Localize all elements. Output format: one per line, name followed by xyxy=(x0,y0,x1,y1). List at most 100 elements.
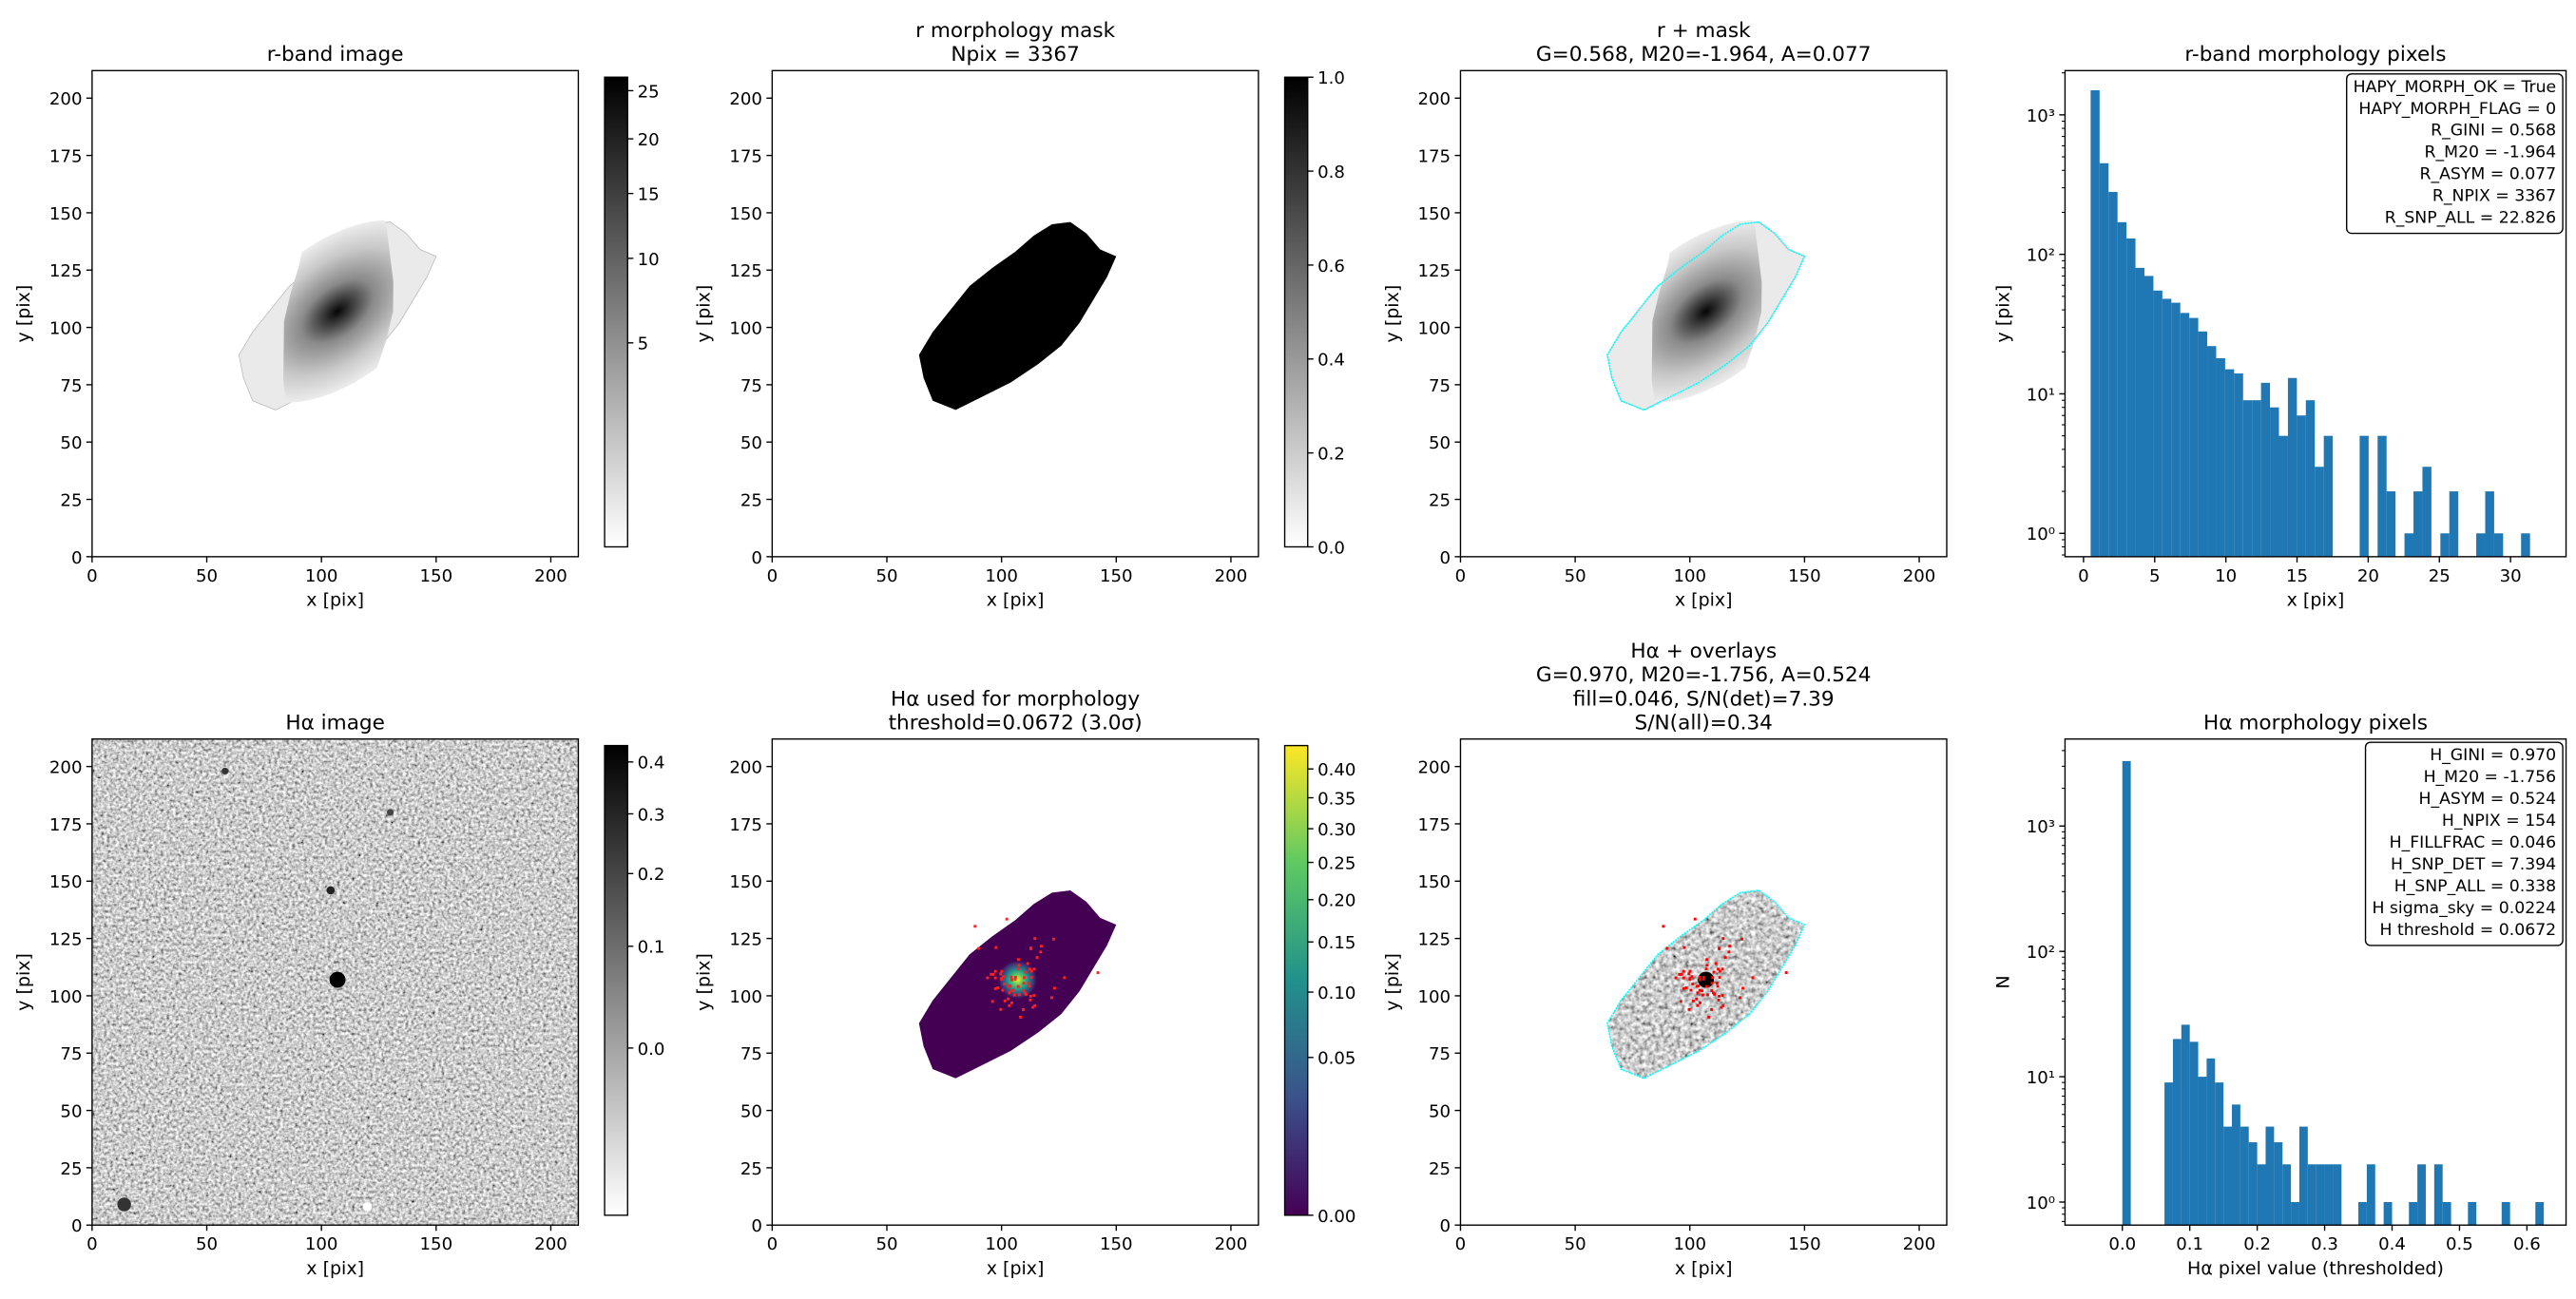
hist-bar xyxy=(2323,435,2334,557)
detection-pixel xyxy=(1710,982,1714,985)
axes-frame xyxy=(771,69,1259,558)
detection-pixel xyxy=(1713,992,1717,996)
y-tick-label: 200 xyxy=(1417,758,1451,778)
hist-bar xyxy=(2440,533,2450,557)
hist-bar xyxy=(2126,238,2136,557)
y-axis-label: y [pix] xyxy=(1382,285,1403,343)
plot-area xyxy=(2122,760,2545,1226)
detection-pixel xyxy=(1032,967,1036,971)
y-axis-label: y [pix] xyxy=(1993,285,2014,343)
colorbar-tick-label: 5 xyxy=(638,334,649,354)
chart-title: G=0.568, M20=-1.964, A=0.077 xyxy=(1536,43,1872,67)
detection-pixel xyxy=(1701,989,1704,993)
hist-bar xyxy=(2307,1164,2316,1226)
detection-pixel xyxy=(1017,958,1020,962)
y-tick-label: 125 xyxy=(1417,930,1451,950)
detection-pixel xyxy=(1682,969,1685,973)
annotation-line: H_ASYM = 0.524 xyxy=(2418,790,2556,809)
hist-bar xyxy=(2108,192,2118,557)
y-tick-label: 50 xyxy=(1429,433,1451,453)
annotation-line: HAPY_MORPH_FLAG = 0 xyxy=(2358,100,2556,119)
annotation-line: H_SNP_ALL = 0.338 xyxy=(2394,877,2556,896)
colorbar-tick-label: 0.20 xyxy=(1317,891,1355,911)
detection-pixel xyxy=(1033,1003,1037,1007)
x-tick-label: 10 xyxy=(2215,566,2237,586)
detection-pixel xyxy=(1039,950,1043,954)
detection-pixel xyxy=(1687,1007,1691,1011)
detection-pixel xyxy=(1690,975,1694,979)
x-tick-label: 15 xyxy=(2286,566,2308,586)
y-tick-label: 200 xyxy=(49,758,83,778)
annotation-line: H_NPIX = 154 xyxy=(2442,812,2556,831)
detection-pixel xyxy=(986,976,990,980)
detection-pixel xyxy=(973,925,977,928)
y-tick-label: 150 xyxy=(1417,204,1451,224)
detection-pixel xyxy=(1028,998,1032,1002)
detection-pixel xyxy=(1009,1001,1013,1004)
hist-bar xyxy=(2143,276,2154,557)
hist-bar xyxy=(2164,1082,2173,1226)
y-tick-label: 10⁰ xyxy=(2027,1194,2055,1213)
detection-pixel xyxy=(991,972,995,976)
colorbar-tick-label: 0.0 xyxy=(1317,538,1345,558)
detection-pixel xyxy=(1682,946,1686,949)
hist-bar xyxy=(2181,1024,2190,1226)
y-tick-label: 175 xyxy=(729,147,762,167)
axes-frame xyxy=(1459,69,1948,558)
y-tick-label: 150 xyxy=(49,204,83,224)
detection-pixel xyxy=(1689,988,1693,992)
x-tick-label: 20 xyxy=(2357,566,2379,586)
detection-pixel xyxy=(1009,988,1013,992)
source xyxy=(362,1202,373,1212)
detection-pixel xyxy=(1028,984,1031,988)
colorbar-tick-label: 0.0 xyxy=(638,1040,665,1060)
x-tick-label: 150 xyxy=(420,1234,453,1254)
x-tick-label: 50 xyxy=(1565,1234,1586,1254)
detection-pixel xyxy=(1710,989,1714,992)
x-tick-label: 25 xyxy=(2429,566,2451,586)
detection-pixel xyxy=(1707,1015,1711,1019)
x-tick-label: 0 xyxy=(1455,566,1467,586)
detection-pixel xyxy=(990,1000,994,1003)
detection-pixel xyxy=(1016,967,1020,971)
hist-bar xyxy=(2274,1142,2283,1226)
plot-area xyxy=(918,889,1117,1079)
y-axis-label: y [pix] xyxy=(1382,953,1403,1011)
hist-bar xyxy=(2287,377,2297,557)
detection-pixel xyxy=(993,969,997,973)
colorbar xyxy=(1283,744,1309,1216)
detection-pixel xyxy=(1029,976,1033,980)
hist-bar xyxy=(2198,331,2208,557)
colorbar-tick-label: 0.8 xyxy=(1317,162,1345,182)
hist-bar xyxy=(2493,533,2504,557)
detection-pixel xyxy=(1016,984,1020,988)
hist-bar xyxy=(2282,1164,2292,1226)
axes-frame xyxy=(2064,69,2567,558)
detection-pixel xyxy=(993,986,997,990)
image-data xyxy=(234,220,441,439)
hist-bar xyxy=(2189,1041,2199,1226)
chart-title: r morphology mask xyxy=(915,19,1116,43)
detection-pixel xyxy=(1029,946,1032,950)
detection-pixel xyxy=(990,972,993,976)
detection-pixel xyxy=(1678,972,1682,976)
colorbar-tick-label: 20 xyxy=(638,130,660,150)
image-data xyxy=(117,767,394,1212)
annotation-line: R_SNP_ALL = 22.826 xyxy=(2385,209,2556,228)
detection-pixel xyxy=(1035,956,1039,960)
y-tick-label: 10³ xyxy=(2027,106,2055,126)
detection-pixel xyxy=(1706,993,1709,997)
y-tick-label: 75 xyxy=(740,1044,762,1064)
hist-bar xyxy=(2333,1164,2342,1226)
hist-bar xyxy=(2224,369,2235,557)
x-tick-label: 100 xyxy=(985,566,1018,586)
detection-pixel xyxy=(1682,976,1685,980)
x-tick-label: 0 xyxy=(767,566,779,586)
y-axis-label: y [pix] xyxy=(694,285,715,343)
detection-pixel xyxy=(1007,984,1010,988)
detection-pixel xyxy=(1699,978,1701,982)
x-axis-label: x [pix] xyxy=(306,590,364,611)
galaxy-light xyxy=(234,220,441,403)
detection-pixel xyxy=(1751,976,1755,980)
image-data xyxy=(1460,739,1947,1226)
